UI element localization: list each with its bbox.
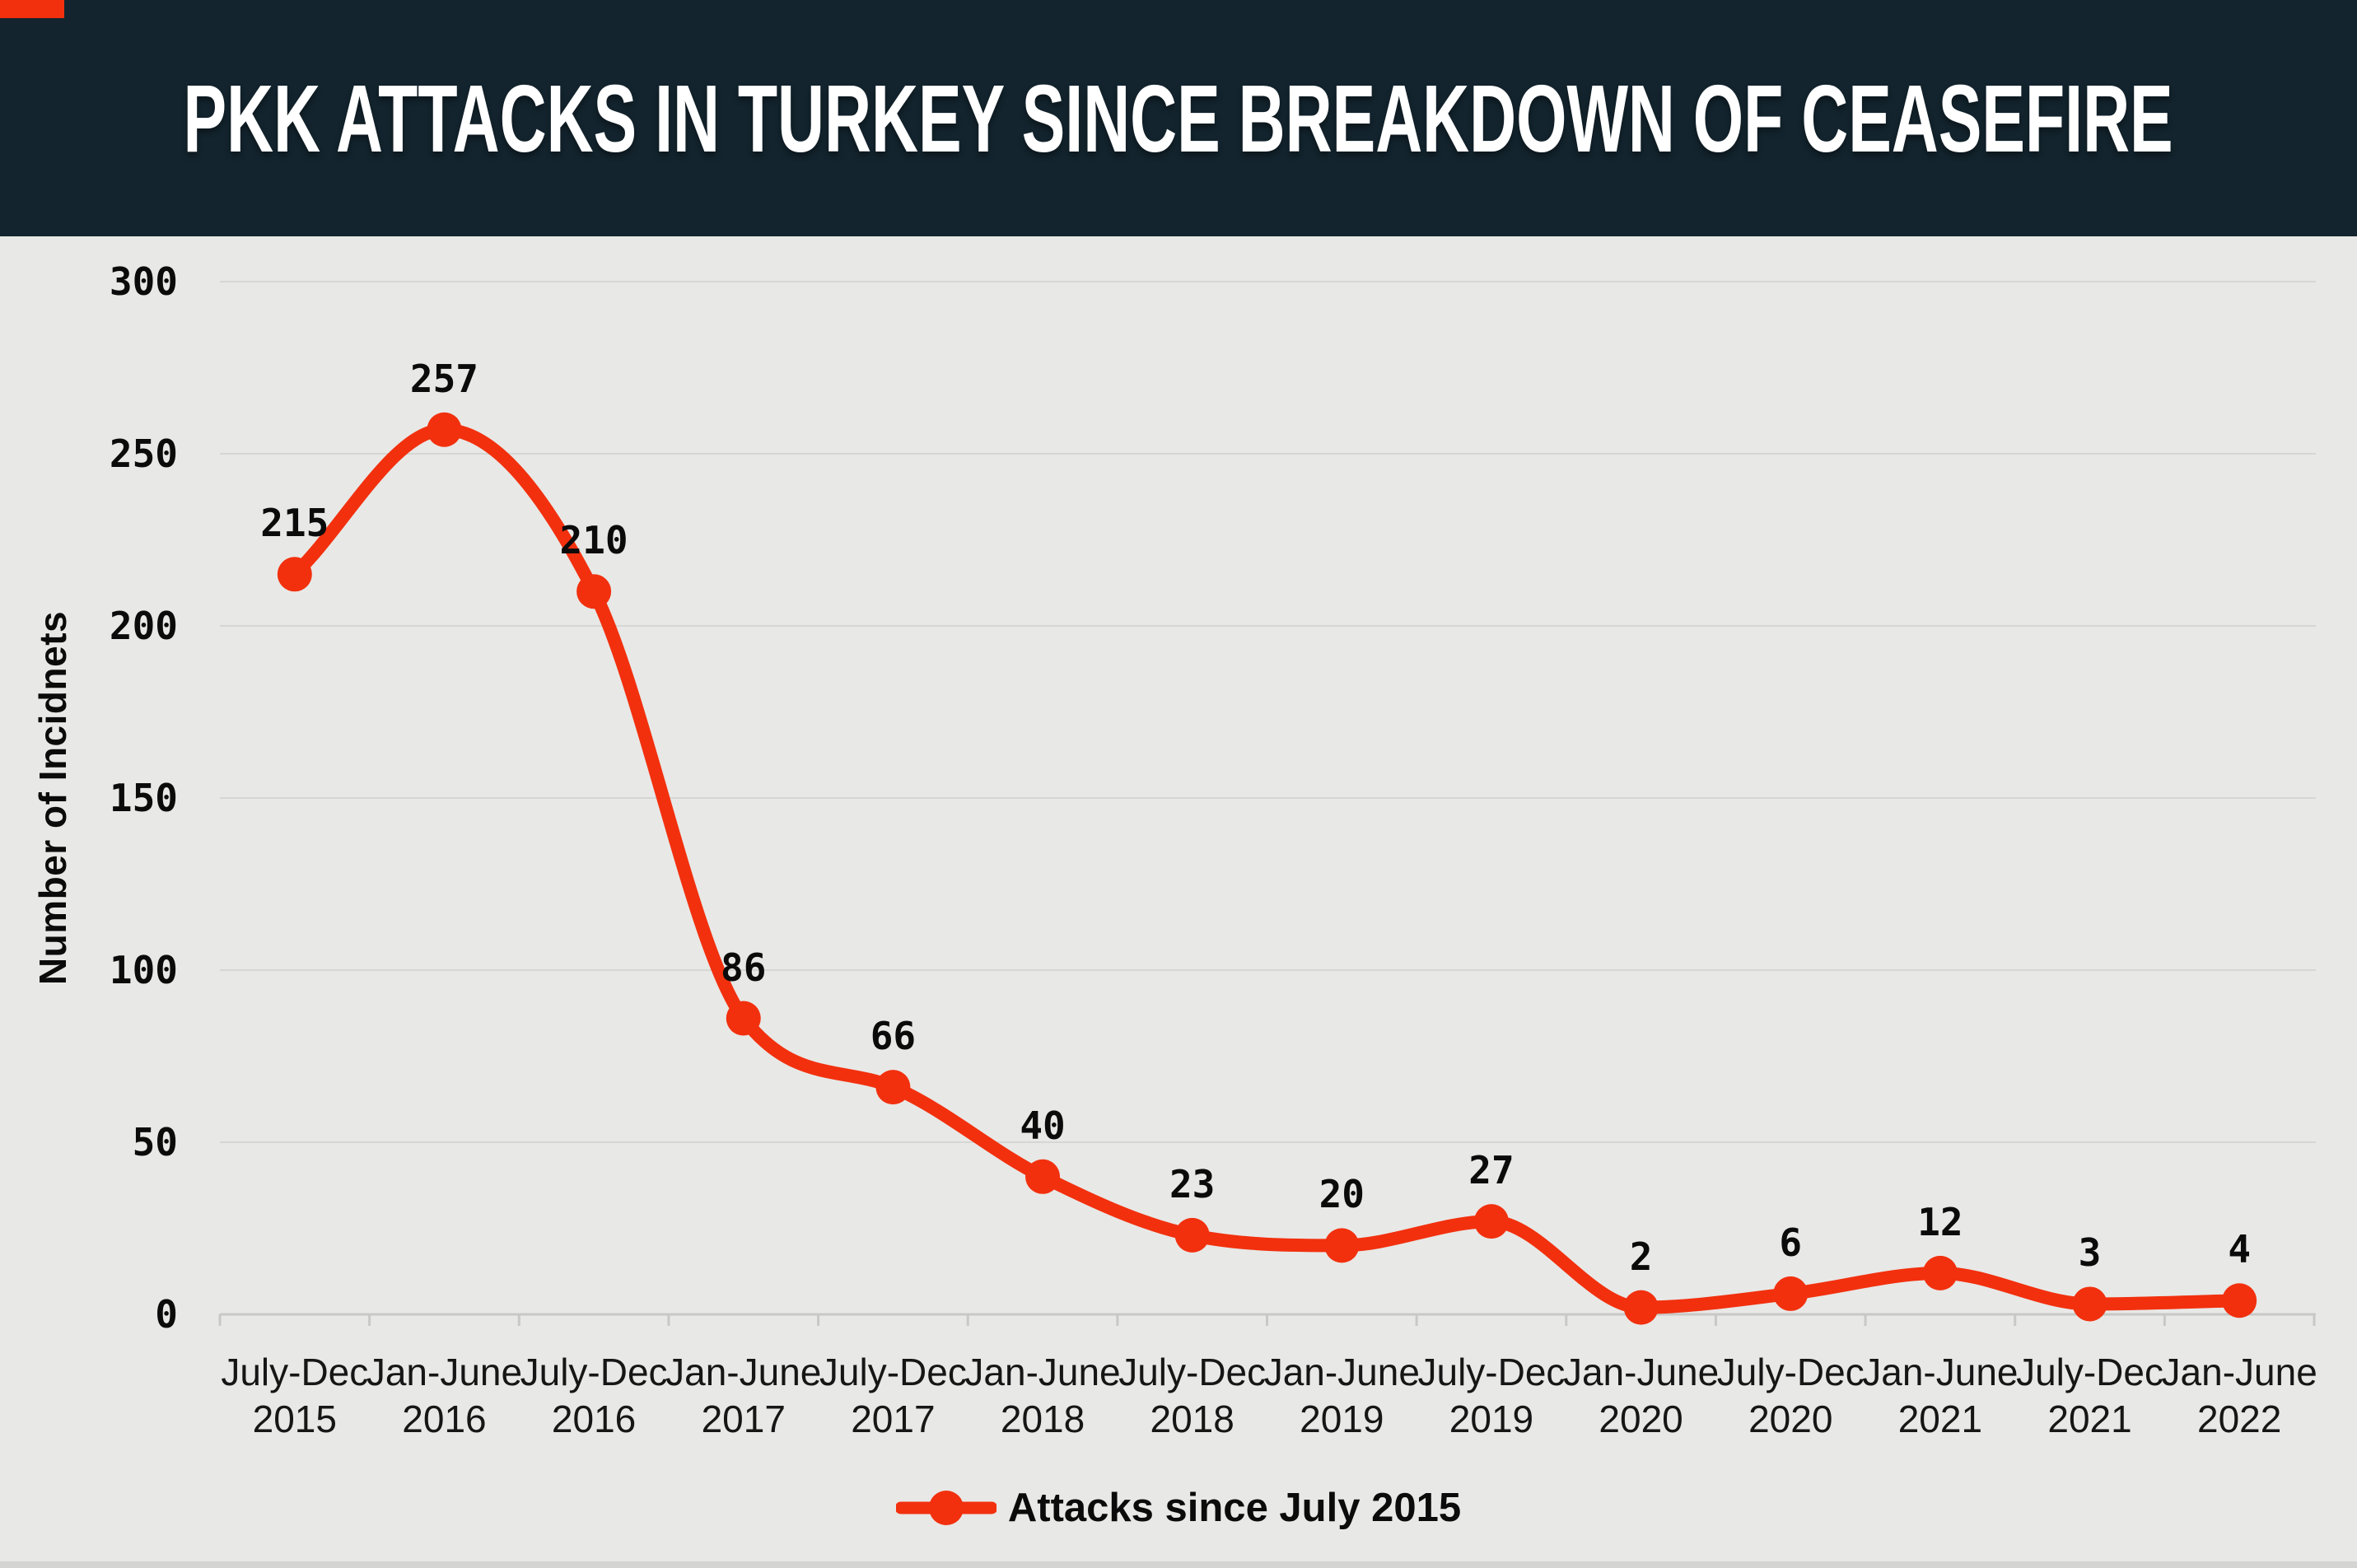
x-tick-label-period: July-Dec: [1716, 1351, 1865, 1393]
y-tick-label: 150: [109, 776, 178, 820]
header: PKK ATTACKS IN TURKEY SINCE BREAKDOWN OF…: [0, 0, 2357, 236]
x-tick-label-period: Jan-June: [2161, 1351, 2317, 1393]
data-point-label: 2: [1629, 1234, 1653, 1279]
x-tick-label-year: 2021: [2047, 1398, 2132, 1440]
data-point-label: 27: [1468, 1148, 1515, 1193]
x-tick-label-period: Jan-June: [1263, 1351, 1420, 1393]
data-point-label: 40: [1020, 1103, 1066, 1148]
x-tick-label: Jan-June 2020: [1547, 1349, 1736, 1443]
data-point-marker: [1324, 1228, 1360, 1263]
y-tick-label: 100: [109, 948, 178, 992]
data-point-label: 210: [559, 518, 628, 563]
data-point-marker: [1025, 1159, 1061, 1194]
x-tick-label: July-Dec 2020: [1696, 1349, 1885, 1443]
corner-accent: [0, 0, 64, 18]
data-point-label: 257: [409, 356, 478, 401]
data-point-marker: [875, 1070, 911, 1105]
x-tick-label: Jan-June 2019: [1247, 1349, 1436, 1443]
data-point-label: 86: [721, 945, 767, 990]
legend: Attacks since July 2015: [0, 1479, 2357, 1537]
x-tick-label: Jan-June 2018: [948, 1349, 1137, 1443]
x-tick-label-year: 2020: [1599, 1398, 1683, 1440]
x-tick-label-year: 2015: [252, 1398, 337, 1440]
x-tick-label-period: July-Dec: [2016, 1351, 2163, 1393]
bottom-divider: [0, 1561, 2357, 1568]
legend-line-marker-icon: [895, 1491, 996, 1525]
x-tick-label-period: Jan-June: [665, 1351, 822, 1393]
data-point-marker: [1174, 1217, 1210, 1253]
y-tick-label: 250: [109, 432, 178, 476]
data-point-label: 215: [260, 501, 329, 546]
y-tick-label: 200: [109, 604, 178, 648]
y-tick-label: 50: [132, 1120, 178, 1164]
data-point-label: 3: [2078, 1230, 2102, 1276]
x-tick-label-period: July-Dec: [221, 1351, 369, 1393]
x-tick-label-period: July-Dec: [1118, 1351, 1267, 1393]
data-point-marker: [726, 1001, 761, 1036]
x-tick-label: July-Dec 2019: [1397, 1349, 1586, 1443]
y-tick-label: 0: [155, 1292, 178, 1337]
data-point-marker: [1623, 1290, 1659, 1325]
data-point-marker: [576, 574, 612, 609]
x-tick-label-year: 2022: [2197, 1398, 2282, 1440]
x-tick-label: July-Dec 2017: [798, 1349, 987, 1443]
x-tick-label-period: Jan-June: [366, 1351, 523, 1393]
x-tick-label-year: 2016: [551, 1398, 637, 1440]
data-point-label: 4: [2228, 1227, 2252, 1272]
data-point-label: 12: [1917, 1199, 1963, 1244]
x-tick-label-year: 2019: [1449, 1398, 1534, 1440]
x-tick-label: Jan-June 2016: [349, 1349, 539, 1443]
x-tick-label-period: Jan-June: [964, 1351, 1121, 1393]
data-point-marker: [277, 557, 312, 592]
x-tick-label: Jan-June 2021: [1846, 1349, 2035, 1443]
data-point-marker: [1922, 1255, 1958, 1290]
data-point-label: 20: [1319, 1172, 1365, 1217]
data-point-label: 23: [1169, 1161, 1216, 1206]
x-tick-label-period: Jan-June: [1862, 1351, 2019, 1393]
x-tick-label: July-Dec 2021: [1995, 1349, 2185, 1443]
x-tick-label-year: 2019: [1300, 1398, 1384, 1440]
data-point-marker: [2072, 1286, 2107, 1322]
x-tick-label-year: 2018: [1000, 1398, 1085, 1440]
x-tick-label-year: 2017: [851, 1398, 936, 1440]
data-point-marker: [1773, 1276, 1809, 1311]
x-tick-label-period: July-Dec: [819, 1351, 967, 1393]
x-tick-label: Jan-June 2022: [2145, 1349, 2334, 1443]
data-point-marker: [427, 412, 462, 447]
data-point-marker: [2222, 1283, 2257, 1318]
x-tick-label-year: 2016: [402, 1398, 487, 1440]
x-tick-label-year: 2018: [1150, 1398, 1235, 1440]
x-tick-label-year: 2021: [1897, 1398, 1983, 1440]
data-point-marker: [1473, 1204, 1509, 1239]
x-tick-label-period: Jan-June: [1562, 1351, 1720, 1393]
x-tick-label: July-Dec 2016: [499, 1349, 688, 1443]
x-tick-label: July-Dec 2015: [200, 1349, 390, 1443]
y-tick-label: 300: [109, 259, 178, 304]
chart-title: PKK ATTACKS IN TURKEY SINCE BREAKDOWN OF…: [183, 64, 2174, 172]
x-tick-label-period: July-Dec: [520, 1351, 668, 1393]
x-tick-label: Jan-June 2017: [649, 1349, 838, 1443]
x-tick-label-year: 2020: [1748, 1398, 1833, 1440]
x-tick-label-year: 2017: [701, 1398, 786, 1440]
data-point-label: 66: [870, 1014, 917, 1059]
x-tick-label-period: July-Dec: [1417, 1351, 1566, 1393]
legend-label: Attacks since July 2015: [1007, 1486, 1462, 1530]
data-point-label: 6: [1779, 1220, 1803, 1265]
x-tick-label: July-Dec 2018: [1098, 1349, 1287, 1443]
